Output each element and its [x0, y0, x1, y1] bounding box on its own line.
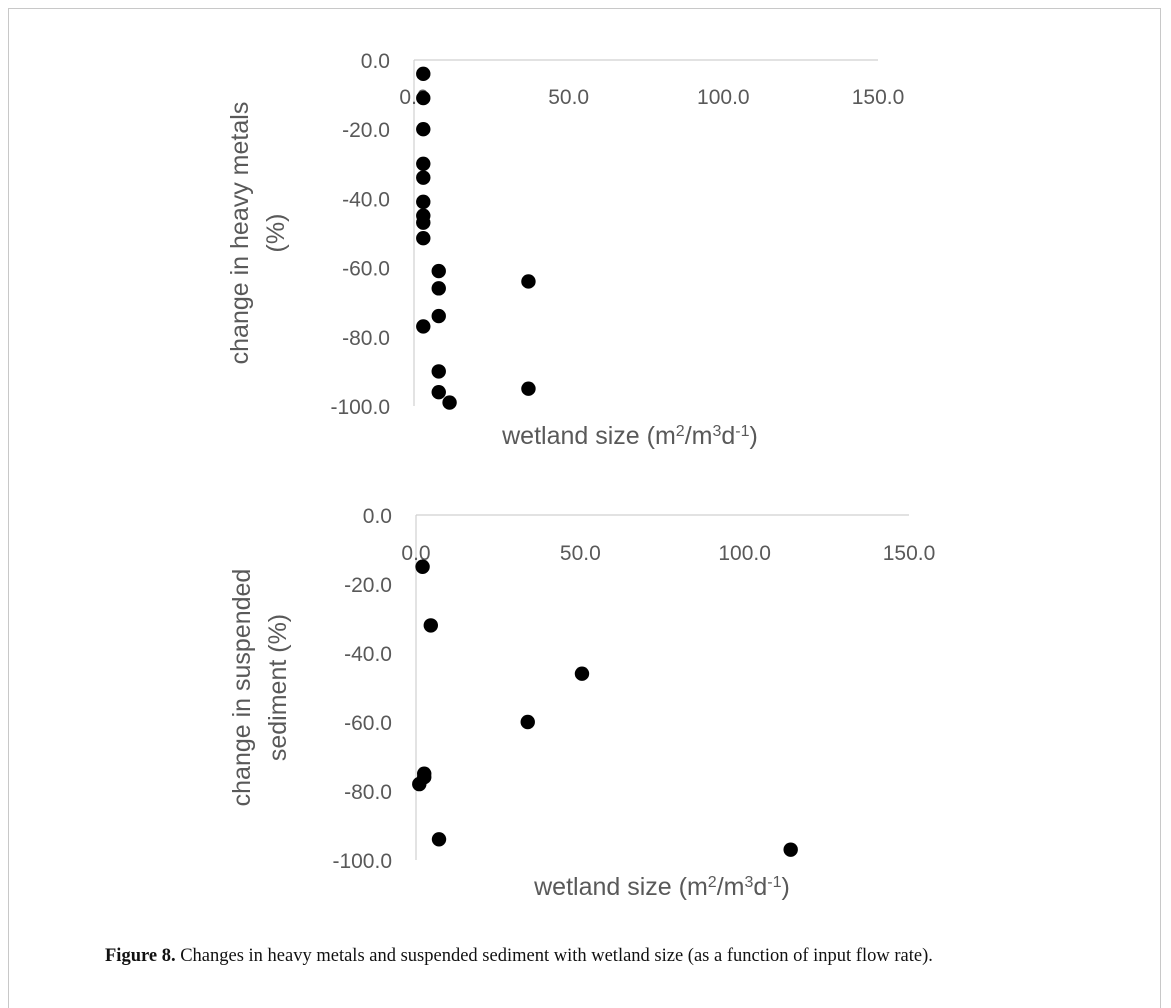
- data-point: [416, 66, 431, 82]
- y-tick-label: -40.0: [344, 643, 392, 666]
- y-tick-label: -100.0: [332, 850, 392, 873]
- chart-suspended-sediment: 0.0 -20.0 -40.0 -60.0 -80.0 -100.0 0.0 50.0 100.…: [228, 505, 935, 901]
- data-point: [416, 90, 431, 106]
- x-tick-label: 0.0: [401, 542, 430, 565]
- data-point: [416, 230, 431, 246]
- y-tick-label: 0.0: [361, 50, 390, 73]
- figure-caption-text: Changes in heavy metals and suspended se…: [175, 946, 933, 966]
- data-point: [431, 364, 446, 379]
- data-point: [416, 319, 431, 334]
- data-point: [416, 194, 431, 210]
- x-axis-title: wetland size (m2/m3d-1): [501, 422, 758, 450]
- x-tick-label: 50.0: [548, 86, 589, 109]
- y-tick-label: -20.0: [344, 574, 392, 597]
- y-tick-label: -60.0: [344, 712, 392, 735]
- y-axis-title: (%): [262, 214, 290, 253]
- x-tick-label: 100.0: [718, 542, 771, 565]
- data-point: [416, 122, 431, 137]
- data-point: [416, 170, 431, 185]
- data-point: [431, 281, 446, 296]
- chart-heavy-metals: 0.0-20.0-40.0-60.0-80.0-100.00.0 50.0 100.…: [226, 50, 904, 450]
- data-point: [431, 384, 446, 400]
- y-axis-title: sediment (%): [264, 614, 292, 761]
- y-tick-label: -60.0: [342, 258, 390, 281]
- data-point: [520, 714, 535, 730]
- data-point: [442, 395, 457, 410]
- data-point: [783, 842, 798, 857]
- y-tick-label: -40.0: [342, 188, 390, 211]
- x-tick-label: 150.0: [852, 86, 905, 109]
- data-point: [521, 274, 536, 289]
- data-point: [431, 308, 446, 324]
- y-tick-label: -80.0: [344, 781, 392, 804]
- y-axis-title: change in suspended: [228, 569, 256, 807]
- figure-caption: Figure 8. Changes in heavy metals and su…: [105, 946, 1105, 967]
- data-point: [416, 215, 431, 230]
- data-point: [416, 156, 431, 171]
- data-point: [415, 559, 430, 574]
- y-tick-label: -80.0: [342, 327, 390, 350]
- y-tick-label: 0.0: [363, 505, 392, 528]
- data-point: [521, 381, 536, 396]
- data-point: [412, 776, 427, 792]
- y-tick-label: -100.0: [330, 396, 390, 419]
- data-point: [431, 263, 446, 279]
- y-tick-label: -20.0: [342, 119, 390, 142]
- x-tick-label: 100.0: [697, 86, 750, 109]
- x-axis-title: wetland size (m2/m3d-1): [533, 873, 790, 901]
- data-point: [574, 666, 590, 681]
- data-point: [431, 832, 447, 847]
- x-tick-label: 150.0: [883, 542, 936, 565]
- data-point: [423, 618, 438, 633]
- figure-label: Figure 8.: [105, 946, 176, 966]
- figure-charts: 0.0 -20.0 -40.0 -60.0 -80.0 -100.0 0.0 50.0 100.…: [226, 50, 935, 901]
- x-tick-label: 50.0: [560, 542, 601, 565]
- figure-frame: [8, 8, 1161, 1008]
- y-axis-title: change in heavy metals: [226, 102, 254, 365]
